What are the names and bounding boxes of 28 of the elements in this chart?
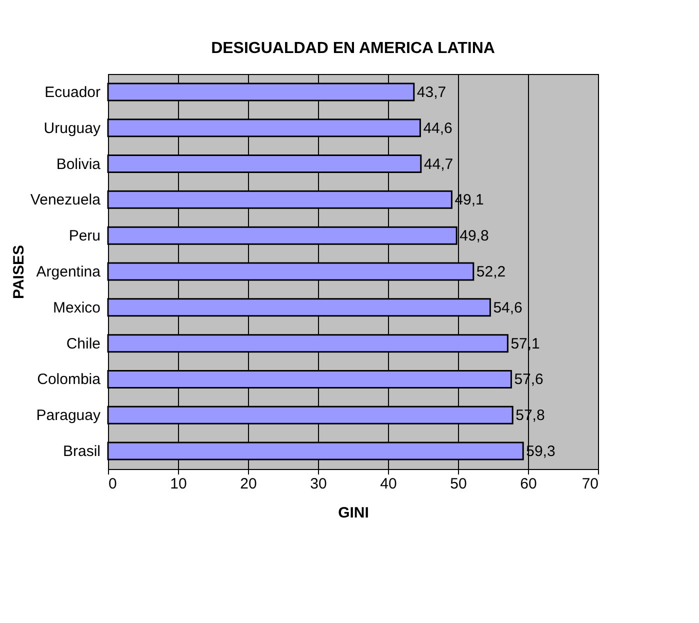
x-tick-label: 10 (170, 476, 187, 492)
y-tick-label: Colombia (37, 371, 102, 388)
y-tick-label: Venezuela (30, 192, 102, 209)
data-label: 43,7 (416, 84, 446, 101)
y-axis-title: PAISES (10, 245, 28, 299)
y-tick-label: Chile (66, 335, 100, 352)
y-tick-label: Mexico (52, 299, 100, 316)
x-tick-label: 30 (310, 476, 327, 492)
data-label: 44,6 (423, 120, 452, 137)
data-label: 49,8 (460, 228, 489, 245)
x-tick-label: 40 (380, 476, 397, 492)
chart-title: DESIGUALDAD EN AMERICA LATINA (211, 40, 496, 57)
data-label: 54,6 (493, 299, 522, 316)
data-label: 44,7 (424, 156, 454, 173)
y-tick-label: Brasil (62, 443, 100, 460)
x-tick-label: 50 (450, 476, 467, 492)
x-tick-label: 70 (582, 476, 598, 492)
x-tick-label: 0 (108, 476, 117, 492)
y-tick-label: Paraguay (36, 407, 101, 424)
x-axis-title: GINI (338, 504, 369, 522)
data-label: 52,2 (476, 264, 506, 280)
y-tick-label: Bolivia (56, 156, 102, 173)
y-tick-label: Ecuador (44, 84, 100, 101)
y-tick-label: Uruguay (44, 120, 101, 137)
x-tick-label: 60 (520, 476, 537, 492)
x-tick-label: 20 (240, 476, 257, 492)
y-tick-label: Peru (68, 228, 100, 245)
y-tick-label: Argentina (36, 264, 102, 280)
